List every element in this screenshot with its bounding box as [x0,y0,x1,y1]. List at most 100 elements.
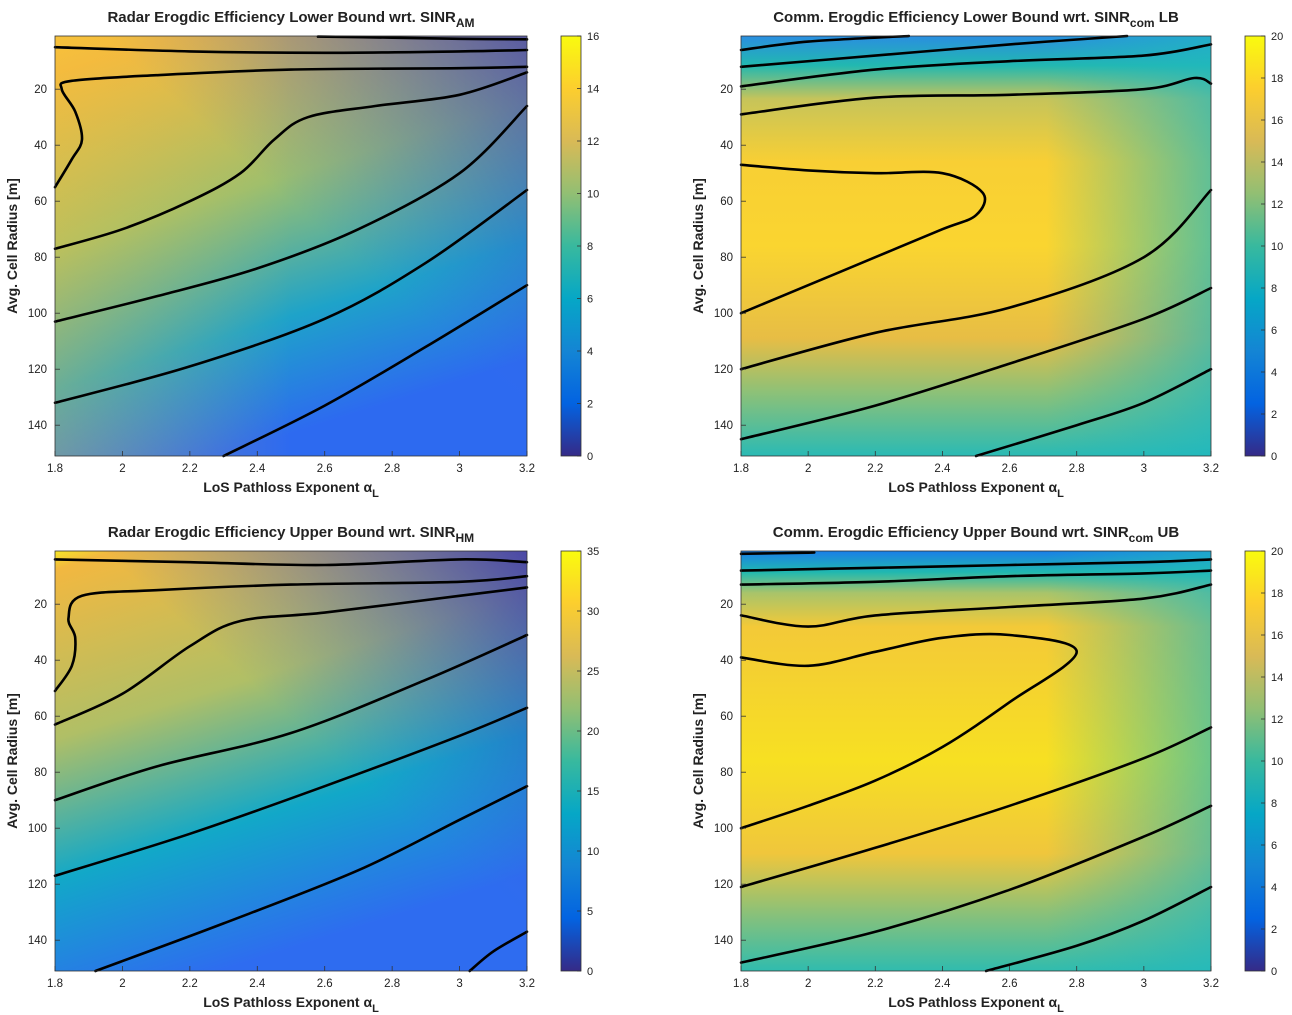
y-tick-label: 60 [34,711,47,723]
colorbar-tick-label: 0 [1271,451,1277,463]
y-axis-label: Avg. Cell Radius [m] [690,178,706,314]
colorbar-tick-label: 20 [587,726,599,738]
y-tick-label: 20 [34,84,47,96]
colorbar-tick-label: 12 [1271,714,1283,726]
contour-line [739,34,911,52]
contour-line [53,65,529,189]
colorbar-tick-label: 12 [587,136,599,148]
x-tick-label: 2 [805,463,811,475]
chart-title: Radar Erogdic Efficiency Lower Bound wrt… [107,9,474,30]
contour-line [739,726,1213,889]
colorbar-tick-label: 16 [1271,115,1283,127]
contour-line [53,45,529,55]
colorbar-tick-label: 18 [1271,588,1283,600]
heatmap-layer [741,36,1211,456]
x-tick-label: 2.4 [934,463,951,475]
y-tick-label: 140 [28,420,47,432]
colorbar-tick-label: 5 [587,906,593,918]
y-axis-label: Avg. Cell Radius [m] [690,693,706,829]
contour-line [974,367,1213,458]
x-axis-label: LoS Pathloss Exponent αL [203,479,379,500]
contour-line [739,804,1213,964]
y-tick-label: 20 [720,599,733,611]
contour-line [739,632,1079,830]
y-tick-label: 40 [34,140,47,152]
contour-line [739,188,1213,371]
y-tick-label: 80 [720,767,733,779]
colorbar-tick-label: 12 [1271,199,1283,211]
contour-line [739,76,1213,116]
y-tick-label: 80 [34,252,47,264]
contour-line [222,283,529,458]
contour-line [739,34,1129,69]
colorbar-tick-label: 4 [1271,882,1277,894]
plot-frame [54,35,528,457]
contour-line [53,633,529,802]
y-tick-label: 40 [720,655,733,667]
x-axis-label: LoS Pathloss Exponent αL [203,994,379,1015]
x-tick-label: 2.6 [317,463,333,475]
colorbar-tick-label: 8 [587,241,593,253]
x-tick-label: 1.8 [47,978,63,990]
chart-title: Comm. Erogdic Efficiency Upper Bound wrt… [773,524,1180,545]
contour-line [739,569,1213,586]
colorbar-tick-label: 14 [1271,672,1283,684]
colorbar-tick-label: 10 [1271,241,1283,253]
y-tick-label: 120 [714,879,733,891]
contour-line [316,35,529,41]
contour-line [739,558,1213,572]
contour-line [739,583,1213,628]
y-tick-label: 60 [34,196,47,208]
colorbar-tick-label: 10 [587,189,599,201]
colorbar-tick-label: 2 [1271,924,1277,936]
heatmap-layer [55,551,527,971]
colorbar-tick-label: 35 [587,546,599,558]
colorbar-tick-label: 4 [1271,367,1277,379]
x-axis-label: LoS Pathloss Exponent αL [888,994,1064,1015]
y-tick-label: 80 [34,767,47,779]
colorbar-tick-label: 6 [1271,325,1277,337]
x-tick-label: 3 [1141,463,1147,475]
x-tick-label: 2.8 [384,463,400,475]
colorbar-tick-label: 4 [587,346,593,358]
x-tick-label: 3 [456,978,462,990]
colorbar-tick-label: 0 [1271,966,1277,978]
x-axis-label: LoS Pathloss Exponent αL [888,479,1064,500]
colorbar-tick-label: 14 [1271,157,1283,169]
y-tick-label: 80 [720,252,733,264]
chart-panel-1: 1.8 2 2.2 2.4 2.6 2.8 3 3.220406080100120140Rad… [4,9,599,500]
y-tick-label: 140 [714,935,733,947]
y-tick-label: 100 [714,308,733,320]
y-tick-label: 100 [714,823,733,835]
x-tick-label: 3 [456,463,462,475]
chart-title: Radar Erogdic Efficiency Upper Bound wrt… [108,524,474,545]
y-tick-label: 40 [34,655,47,667]
x-tick-label: 2.8 [384,978,400,990]
y-tick-label: 40 [720,140,733,152]
contour-line [984,885,1213,973]
x-tick-label: 3.2 [1203,463,1219,475]
chart-panel-2: 1.8 2 2.2 2.4 2.6 2.8 3 3.220406080100120140Com… [690,9,1283,500]
colorbar-tick-label: 0 [587,451,593,463]
y-tick-label: 120 [28,364,47,376]
x-tick-label: 1.8 [733,978,749,990]
contour-line [53,586,529,726]
colorbar-tick-label: 30 [587,606,599,618]
colorbar-tick-label: 6 [587,294,593,306]
x-tick-label: 2.2 [182,978,198,990]
colorbar-tick-label: 20 [1271,546,1283,558]
x-tick-label: 2.8 [1069,463,1085,475]
contour-line [53,104,529,323]
heatmap-layer [55,36,527,456]
y-tick-label: 120 [28,879,47,891]
x-tick-label: 2 [805,978,811,990]
colorbar-tick-label: 14 [587,84,599,96]
y-axis-label: Avg. Cell Radius [m] [4,693,20,829]
colorbar-tick-label: 10 [1271,756,1283,768]
contour-line [739,551,816,556]
x-tick-label: 2.6 [1002,978,1018,990]
x-tick-label: 2.4 [249,978,266,990]
y-tick-label: 100 [28,823,47,835]
contour-line [53,71,529,251]
chart-panel-3: 1.8 2 2.2 2.4 2.6 2.8 3 3.220406080100120140Rad… [4,524,599,1015]
